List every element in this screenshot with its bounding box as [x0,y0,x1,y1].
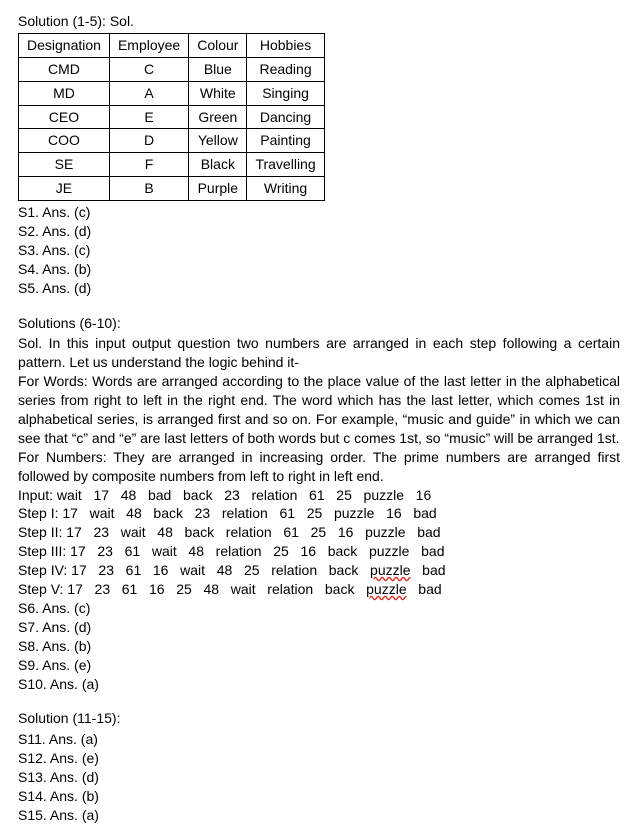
answer-line: S2. Ans. (d) [18,222,620,241]
step-4: Step IV: 17 23 61 16 wait 48 25 relation… [18,561,620,580]
table-row: COODYellowPainting [19,129,325,153]
table-row: MDAWhiteSinging [19,81,325,105]
table-cell: Dancing [247,105,324,129]
solution-table: Designation Employee Colour Hobbies CMDC… [18,33,325,201]
table-cell: Black [189,153,247,177]
section3-answers: S11. Ans. (a)S12. Ans. (e)S13. Ans. (d)S… [18,730,620,824]
table-cell: Green [189,105,247,129]
answer-line: S11. Ans. (a) [18,730,620,749]
step-1: Step I: 17 wait 48 back 23 relation 61 2… [18,504,620,523]
step-2: Step II: 17 23 wait 48 back relation 61 … [18,523,620,542]
table-cell: Travelling [247,153,324,177]
table-row: CEOEGreenDancing [19,105,325,129]
table-cell: C [109,57,188,81]
answer-line: S3. Ans. (c) [18,241,620,260]
section3-heading: Solution (11-15): [18,709,620,728]
table-cell: Yellow [189,129,247,153]
table-cell: B [109,177,188,201]
table-cell: COO [19,129,110,153]
answer-line: S10. Ans. (a) [18,675,620,694]
spellcheck-word: puzzle [366,581,406,597]
table-cell: Singing [247,81,324,105]
table-cell: CEO [19,105,110,129]
answer-line: S4. Ans. (b) [18,260,620,279]
section2-answers: S6. Ans. (c)S7. Ans. (d)S8. Ans. (b)S9. … [18,599,620,693]
table-cell: Writing [247,177,324,201]
col-hobbies: Hobbies [247,33,324,57]
col-designation: Designation [19,33,110,57]
section2-para1: Sol. In this input output question two n… [18,334,620,372]
table-cell: D [109,129,188,153]
table-row: SEFBlackTravelling [19,153,325,177]
table-row: CMDCBlueReading [19,57,325,81]
table-cell: CMD [19,57,110,81]
table-cell: Reading [247,57,324,81]
table-row: JEBPurpleWriting [19,177,325,201]
step-3: Step III: 17 23 61 wait 48 relation 25 1… [18,542,620,561]
table-header-row: Designation Employee Colour Hobbies [19,33,325,57]
table-cell: SE [19,153,110,177]
answer-line: S15. Ans. (a) [18,806,620,825]
col-colour: Colour [189,33,247,57]
table-cell: A [109,81,188,105]
table-cell: F [109,153,188,177]
table-cell: Blue [189,57,247,81]
section1-heading: Solution (1-5): Sol. [18,12,620,31]
col-employee: Employee [109,33,188,57]
answer-line: S9. Ans. (e) [18,656,620,675]
answer-line: S5. Ans. (d) [18,279,620,298]
answer-line: S7. Ans. (d) [18,618,620,637]
table-cell: JE [19,177,110,201]
table-cell: White [189,81,247,105]
section2-heading: Solutions (6-10): [18,314,620,333]
step-5: Step V: 17 23 61 16 25 48 wait relation … [18,580,620,599]
table-cell: E [109,105,188,129]
section1-answers: S1. Ans. (c)S2. Ans. (d)S3. Ans. (c)S4. … [18,203,620,297]
answer-line: S12. Ans. (e) [18,749,620,768]
answer-line: S6. Ans. (c) [18,599,620,618]
answer-line: S14. Ans. (b) [18,787,620,806]
section2-para3: For Numbers: They are arranged in increa… [18,448,620,486]
table-cell: Purple [189,177,247,201]
spellcheck-word: puzzle [370,562,410,578]
answer-line: S13. Ans. (d) [18,768,620,787]
answer-line: S1. Ans. (c) [18,203,620,222]
answer-line: S8. Ans. (b) [18,637,620,656]
table-cell: MD [19,81,110,105]
table-cell: Painting [247,129,324,153]
step-input: Input: wait 17 48 bad back 23 relation 6… [18,486,620,505]
section2-para2: For Words: Words are arranged according … [18,372,620,448]
